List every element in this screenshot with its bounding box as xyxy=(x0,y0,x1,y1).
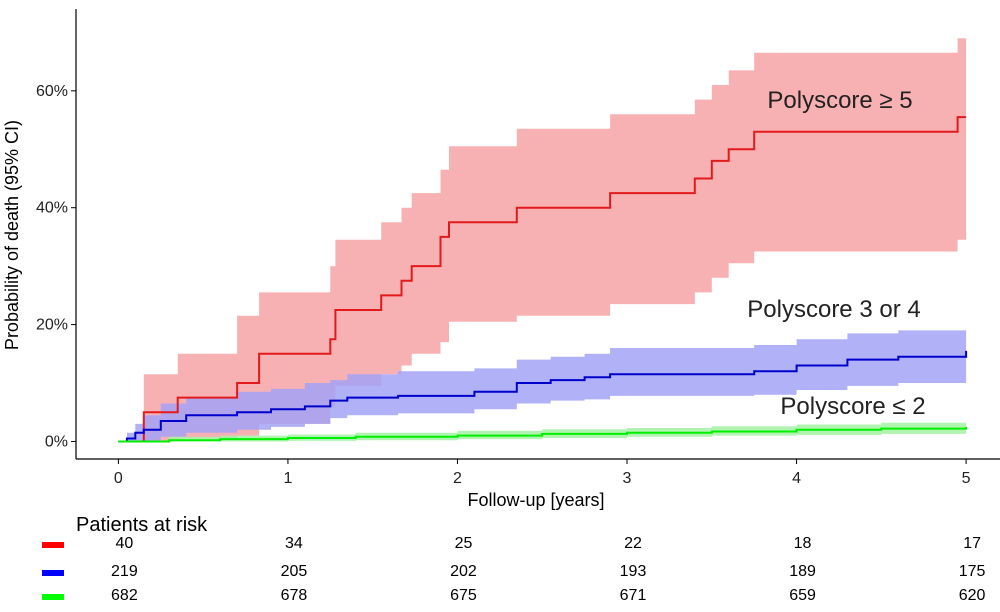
x-tick-label: 1 xyxy=(283,470,292,487)
x-tick-label: 3 xyxy=(623,470,632,487)
x-tick-label: 2 xyxy=(453,470,462,487)
risk-table-value: 659 xyxy=(789,587,816,604)
risk-row-color-swatch xyxy=(42,542,64,548)
series-labels: Polyscore ≥ 5 Polyscore 3 or 4 Polyscore ≤… xyxy=(747,87,925,420)
x-tick-label: 0 xyxy=(114,470,123,487)
risk-table-title: Patients at risk xyxy=(76,514,208,536)
risk-table-value: 205 xyxy=(281,563,308,580)
risk-table-value: 175 xyxy=(959,563,986,580)
risk-table-value: 17 xyxy=(963,535,981,552)
y-tick-label: 0% xyxy=(45,433,68,450)
polyscore-2-minus-curve xyxy=(118,426,968,443)
x-tick-label: 5 xyxy=(962,470,971,487)
risk-table-value: 34 xyxy=(285,535,303,552)
risk-table: Patients at risk 40 34 25 22 18 17 219 205 202 19… xyxy=(42,514,986,604)
risk-table-value: 22 xyxy=(624,535,642,552)
y-tick-label: 40% xyxy=(36,200,68,217)
polyscore-5-plus-curve xyxy=(118,116,967,443)
risk-table-value: 40 xyxy=(115,535,133,552)
polyscore-3-4-label: Polyscore 3 or 4 xyxy=(747,296,920,323)
risk-table-value: 678 xyxy=(281,587,308,604)
y-tick-label: 20% xyxy=(36,317,68,334)
y-tick-label: 60% xyxy=(36,83,68,100)
risk-table-value: 189 xyxy=(789,563,816,580)
risk-table-value: 675 xyxy=(450,587,477,604)
polyscore-2-minus-ci-band xyxy=(118,420,967,442)
risk-table-value: 202 xyxy=(450,563,477,580)
x-tick-label: 4 xyxy=(792,470,801,487)
y-axis-title: Probability of death (95% CI) xyxy=(2,120,22,350)
risk-table-value: 682 xyxy=(111,587,138,604)
polyscore-2-minus-label: Polyscore ≤ 2 xyxy=(780,393,925,420)
polyscore-5-plus-label: Polyscore ≥ 5 xyxy=(767,87,912,114)
risk-table-value: 620 xyxy=(959,587,986,604)
risk-table-value: 671 xyxy=(620,587,647,604)
risk-table-value: 25 xyxy=(455,535,473,552)
risk-table-value: 219 xyxy=(111,563,138,580)
risk-row-color-swatch xyxy=(42,570,64,576)
risk-row-color-swatch xyxy=(42,594,64,600)
survival-curves xyxy=(118,116,968,443)
risk-table-value: 193 xyxy=(620,563,647,580)
axes: 0% 20% 40% 60% 0 1 2 3 4 5 xyxy=(36,9,1000,487)
x-axis-title: Follow-up [years] xyxy=(467,490,604,510)
risk-table-value: 18 xyxy=(794,535,812,552)
polyscore-3-4-curve xyxy=(118,350,968,443)
